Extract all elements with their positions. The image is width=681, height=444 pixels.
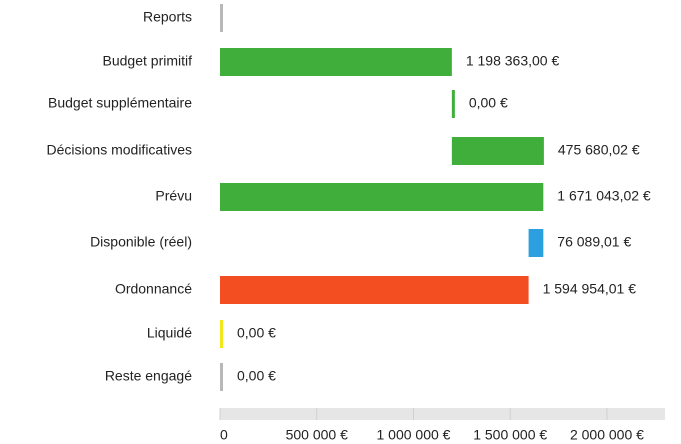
- bar: [220, 320, 223, 348]
- value-label: 76 089,01 €: [557, 234, 631, 250]
- category-label: Ordonnancé: [115, 281, 192, 297]
- bar: [220, 4, 223, 32]
- bar: [220, 276, 529, 304]
- value-label: 0,00 €: [237, 368, 276, 384]
- x-tick-label: 500 000 €: [286, 427, 348, 443]
- category-label: Disponible (réel): [90, 234, 192, 250]
- axis-band: [220, 408, 665, 420]
- bar: [220, 363, 223, 391]
- x-tick-label: 0: [220, 427, 228, 443]
- value-label: 1 198 363,00 €: [466, 53, 560, 69]
- value-label: 0,00 €: [469, 95, 508, 111]
- bar: [220, 48, 452, 76]
- value-label: 475 680,02 €: [558, 142, 640, 158]
- value-label: 1 671 043,02 €: [557, 188, 651, 204]
- bar: [220, 183, 544, 211]
- bar: [528, 229, 544, 257]
- value-label: 0,00 €: [237, 325, 276, 341]
- x-tick-label: 2 000 000 €: [570, 427, 644, 443]
- category-label: Reports: [143, 9, 192, 25]
- value-label: 1 594 954,01 €: [543, 281, 637, 297]
- bar: [451, 137, 544, 165]
- category-label: Budget supplémentaire: [48, 95, 192, 111]
- bar: [451, 90, 455, 118]
- category-label: Prévu: [155, 188, 192, 204]
- category-label: Décisions modificatives: [47, 142, 193, 158]
- category-label: Liquidé: [147, 325, 192, 341]
- x-tick-label: 1 500 000 €: [473, 427, 547, 443]
- category-label: Budget primitif: [103, 53, 193, 69]
- category-label: Reste engagé: [105, 368, 192, 384]
- x-tick-label: 1 000 000 €: [376, 427, 450, 443]
